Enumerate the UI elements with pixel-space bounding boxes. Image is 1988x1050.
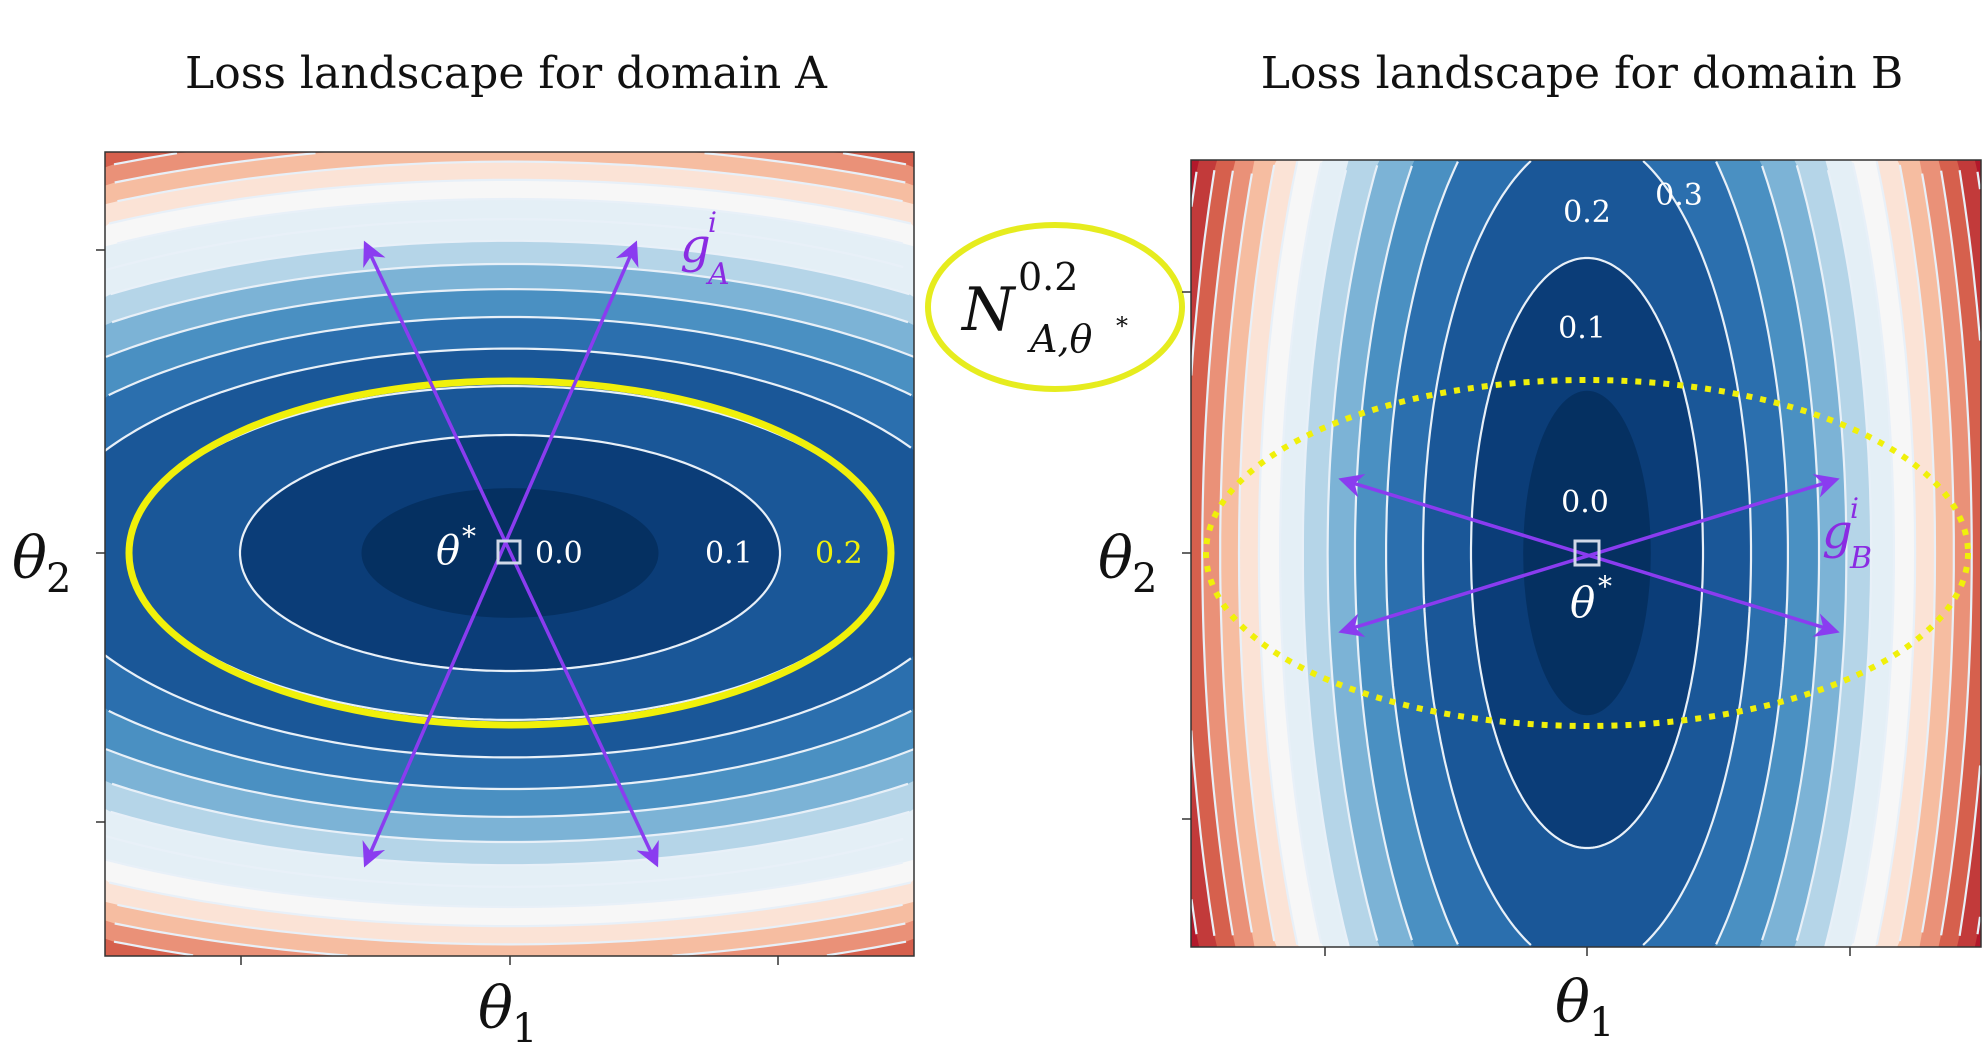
- panel-a-contour-line: [114, 152, 906, 957]
- panel-b-contour-line: [1190, 171, 1982, 935]
- panel-b-title: Loss landscape for domain B: [1261, 48, 1903, 99]
- panel-b-contour-line: [1190, 170, 1982, 936]
- panel-b-plot: 0.0 0.1 0.2 0.3 θ * g i B θ 2 θ 1: [1098, 159, 1982, 1046]
- panel-a-contour-line: [108, 178, 912, 928]
- panel-b-gradient-sup: i: [1850, 492, 1859, 525]
- panel-b-contour-label-2: 0.2: [1563, 195, 1611, 230]
- panel-a-xlabel-sub: 1: [512, 1006, 537, 1050]
- panel-a-ylabel: θ: [12, 524, 47, 592]
- panel-b-ylabel: θ: [1098, 524, 1133, 592]
- panel-b-optimum-marker: [1573, 539, 1601, 567]
- panel-b-contour-line: [1279, 162, 1895, 944]
- panel-b-contour-label-0: 0.0: [1561, 485, 1609, 520]
- panel-a-gradient-label: g: [680, 218, 711, 274]
- panel-a-contour-label-0: 0.0: [535, 536, 583, 571]
- panel-a-gradient-sub: A: [705, 257, 730, 292]
- panel-a-gradient-arrow-2: [362, 240, 639, 868]
- panel-a-contour-label-2: 0.2: [815, 536, 863, 571]
- panel-b-neighborhood-ellipse: [1203, 377, 1971, 729]
- panel-b-center-band: [1523, 390, 1651, 716]
- legend-sub: A,θ: [1027, 317, 1093, 361]
- panel-b-optimum-label: θ: [1570, 578, 1595, 627]
- panel-b-optimum-sup: *: [1598, 570, 1612, 603]
- legend-symbol: N: [960, 275, 1017, 345]
- panel-b-gradient-label: g: [1822, 504, 1853, 560]
- panel-b-gradient-sub: B: [1849, 541, 1872, 576]
- panel-b-contour-line: [1326, 164, 1848, 942]
- panel-b-ylabel-sub: 2: [1132, 556, 1157, 602]
- panel-a-plot: θ * 0.0 0.1 0.2 g i A θ 2 θ 1: [12, 151, 915, 1050]
- panel-b-contour-line: [1257, 161, 1917, 945]
- panel-a-xlabel: θ: [478, 974, 513, 1042]
- panel-b-contour-line: [1219, 173, 1955, 933]
- legend-sup: 0.2: [1018, 255, 1078, 299]
- panel-a-ticks: [96, 249, 779, 965]
- panel-b-contour-line: [1301, 169, 1873, 947]
- panel-a-contour-line: [117, 160, 903, 946]
- panel-b-xlabel: θ: [1555, 968, 1590, 1036]
- panel-a-optimum-sup: *: [462, 520, 476, 553]
- panel-b-xlabel-sub: 1: [1589, 1000, 1614, 1046]
- panel-b-contour-line: [1201, 170, 1973, 936]
- panel-a-title: Loss landscape for domain A: [185, 48, 828, 99]
- panel-a-contour-line: [104, 197, 903, 909]
- panel-a-ylabel-sub: 2: [46, 556, 71, 602]
- panel-b-gradient-arrow-2: [1338, 474, 1840, 637]
- neighborhood-legend: N 0.2 A,θ *: [925, 222, 1185, 392]
- panel-b-contour-line: [1237, 164, 1937, 942]
- panel-a-contour-line: [105, 218, 904, 888]
- panel-a-optimum-label: θ: [436, 528, 460, 574]
- panel-b-ticks: [1182, 291, 1851, 956]
- panel-a-contour-line: [113, 152, 907, 957]
- panel-a-contour-label-1: 0.1: [705, 536, 753, 571]
- panel-b-contour-label-1: 0.1: [1558, 311, 1606, 346]
- legend-sub-sup: *: [1116, 312, 1128, 340]
- panel-a-gradient-sup: i: [708, 206, 717, 239]
- panel-b-contour-label-3: 0.3: [1655, 178, 1703, 213]
- panel-a-optimum-marker: [496, 539, 522, 565]
- legend-ellipse: [925, 222, 1185, 392]
